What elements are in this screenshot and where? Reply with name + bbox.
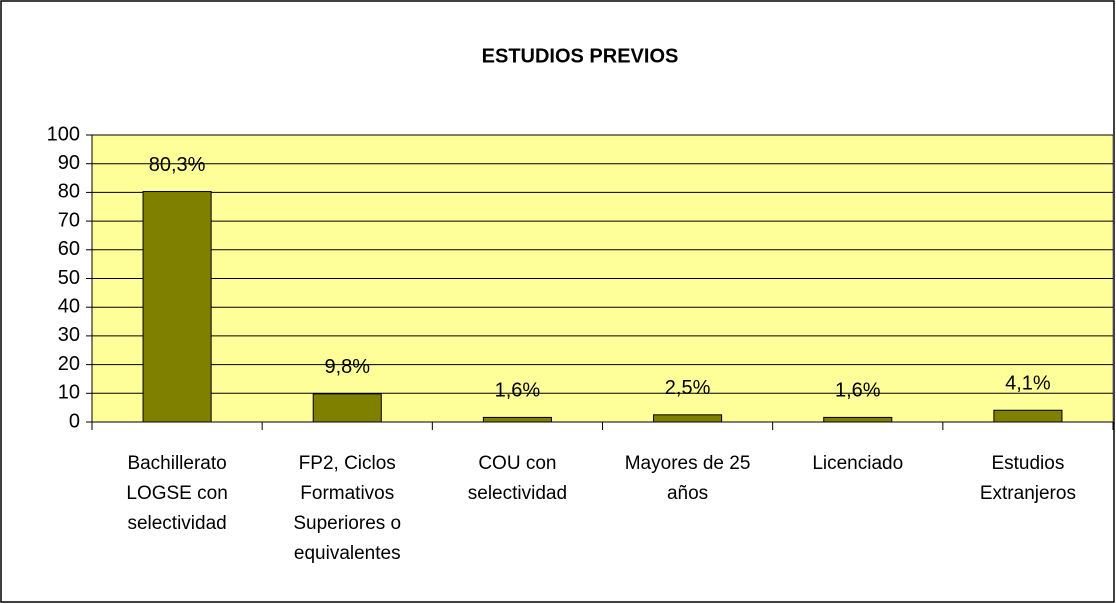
y-tick-label: 10 [58,382,80,404]
x-tick-label: Licenciado [812,453,904,474]
bar [482,416,552,423]
x-tick-label: Bachillerato LOGSE con selectividad [126,453,228,534]
y-tick-label: 100 [47,123,80,145]
y-tick-label: 70 [58,209,80,231]
data-label: 9,8% [324,356,370,378]
y-tick-label: 30 [58,324,80,346]
data-label: 1,6% [835,380,881,402]
data-label: 1,6% [495,380,541,402]
x-tick-label: Mayores de 25 años [624,453,751,504]
y-tick-label: 90 [58,152,80,174]
y-tick-label: 60 [58,238,80,260]
bar [993,409,1063,423]
y-tick-label: 40 [58,295,80,317]
y-tick-label: 0 [69,410,80,432]
data-label: 2,5% [665,377,711,399]
chart-title: ESTUDIOS PREVIOS [482,45,679,67]
data-label: 80,3% [149,154,206,176]
y-tick-label: 20 [58,353,80,375]
bar [312,393,382,423]
y-tick-label: 80 [58,181,80,203]
bar [142,191,212,423]
x-tick-label: COU con selectividad [467,453,568,504]
data-label: 4,1% [1005,373,1051,395]
x-tick-label: Estudios Extranjeros [979,453,1076,504]
x-tick-label: FP2, Ciclos Formativos Superiores o equi… [293,453,402,564]
bar [653,414,723,423]
bar [823,416,893,423]
y-tick-label: 50 [58,267,80,289]
